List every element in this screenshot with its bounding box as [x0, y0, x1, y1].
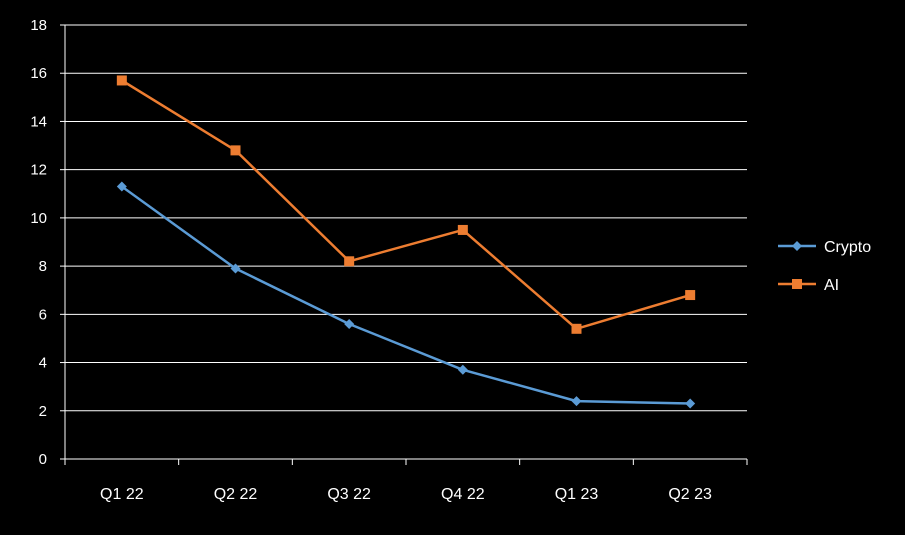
x-tick-label: Q1 23	[555, 486, 599, 503]
data-point-ai	[685, 290, 696, 301]
data-point-crypto	[230, 263, 241, 274]
gridlines	[65, 24, 747, 412]
y-tick-label: 6	[39, 306, 47, 323]
y-tick-label: 0	[39, 451, 47, 468]
x-tick-label: Q4 22	[441, 486, 485, 503]
legend-item-ai: AI	[778, 277, 839, 294]
x-tick-label: Q3 22	[327, 486, 371, 503]
legend-marker	[792, 279, 802, 289]
y-tick-label: 18	[30, 17, 47, 34]
data-point-ai	[457, 224, 468, 235]
series-line-ai	[121, 79, 691, 331]
data-point-crypto	[457, 364, 468, 375]
series-ai	[116, 75, 696, 334]
series-line-crypto	[121, 185, 691, 405]
x-tick-label: Q2 22	[214, 486, 258, 503]
x-tick-labels: Q1 22 Q2 22 Q3 22 Q4 22 Q1 23 Q2 23	[100, 486, 712, 503]
y-tick-label: 14	[30, 113, 47, 130]
data-point-crypto	[571, 396, 582, 407]
data-point-ai	[344, 256, 355, 267]
series	[116, 75, 696, 409]
legend-label: AI	[824, 277, 839, 294]
legend-label: Crypto	[824, 239, 871, 256]
data-point-crypto	[116, 181, 127, 192]
series-crypto	[116, 181, 696, 409]
y-tick-label: 10	[30, 210, 47, 227]
data-point-crypto	[344, 318, 355, 329]
axes	[60, 24, 748, 465]
legend-item-crypto: Crypto	[778, 239, 871, 256]
y-tick-label: 4	[39, 355, 47, 372]
data-point-ai	[571, 323, 582, 334]
y-tick-label: 2	[39, 403, 47, 420]
y-tick-label: 8	[39, 258, 47, 275]
y-tick-label: 12	[30, 162, 47, 179]
legend-marker	[792, 241, 802, 251]
x-tick-label: Q2 23	[668, 486, 712, 503]
data-point-crypto	[685, 398, 696, 409]
y-tick-label: 16	[30, 65, 47, 82]
x-tick-label: Q1 22	[100, 486, 144, 503]
data-point-ai	[116, 75, 127, 86]
legend: Crypto AI	[778, 239, 871, 294]
y-tick-labels: 0 2 4 6 8 10 12 14 16 18	[30, 17, 47, 468]
data-point-ai	[230, 145, 241, 156]
